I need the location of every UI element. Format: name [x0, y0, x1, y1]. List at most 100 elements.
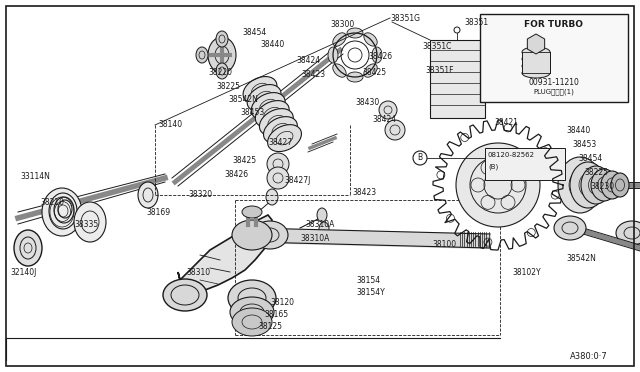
Text: 38425: 38425: [232, 156, 256, 165]
Bar: [485, 148, 565, 180]
Text: 38225: 38225: [216, 82, 240, 91]
Text: 38425: 38425: [362, 68, 386, 77]
Text: 08120-82562: 08120-82562: [488, 152, 535, 158]
Text: 38220: 38220: [208, 68, 232, 77]
Text: 38210: 38210: [40, 198, 64, 207]
Text: 38300: 38300: [330, 20, 355, 29]
Bar: [430, 40, 485, 118]
Ellipse shape: [242, 206, 262, 218]
Text: 38125: 38125: [258, 322, 282, 331]
Text: 38453: 38453: [572, 140, 596, 149]
Ellipse shape: [252, 93, 285, 119]
Text: 38426: 38426: [368, 52, 392, 61]
Ellipse shape: [372, 47, 382, 63]
Ellipse shape: [570, 162, 606, 208]
Text: 38310: 38310: [186, 268, 210, 277]
Ellipse shape: [558, 157, 602, 213]
Text: 38351C: 38351C: [422, 42, 451, 51]
Ellipse shape: [14, 230, 42, 266]
Ellipse shape: [49, 193, 77, 229]
Text: 38440: 38440: [566, 126, 590, 135]
Ellipse shape: [255, 100, 289, 128]
Text: 38320: 38320: [188, 190, 212, 199]
Text: 38423: 38423: [352, 188, 376, 197]
Text: 38154: 38154: [356, 276, 380, 285]
Ellipse shape: [616, 221, 640, 245]
Ellipse shape: [163, 279, 207, 311]
Ellipse shape: [581, 166, 611, 204]
Ellipse shape: [216, 31, 228, 47]
Text: (B): (B): [488, 163, 499, 170]
Ellipse shape: [138, 182, 158, 208]
Ellipse shape: [364, 33, 377, 46]
Ellipse shape: [228, 280, 276, 316]
Text: 32140J: 32140J: [10, 268, 36, 277]
Ellipse shape: [267, 167, 289, 189]
Text: A380:0·7: A380:0·7: [570, 352, 608, 361]
Text: 38102Y: 38102Y: [512, 268, 541, 277]
Ellipse shape: [243, 225, 267, 245]
Text: 38454: 38454: [578, 154, 602, 163]
Ellipse shape: [319, 222, 329, 236]
Text: 38310A: 38310A: [305, 220, 334, 229]
Ellipse shape: [267, 153, 289, 175]
Polygon shape: [178, 215, 272, 292]
Text: FOR TURBO: FOR TURBO: [525, 20, 584, 29]
Text: 38424: 38424: [372, 115, 396, 124]
Ellipse shape: [54, 197, 74, 223]
Ellipse shape: [42, 188, 82, 236]
Ellipse shape: [385, 120, 405, 140]
Ellipse shape: [208, 37, 236, 73]
Ellipse shape: [266, 189, 278, 205]
Text: 38165: 38165: [264, 310, 288, 319]
Ellipse shape: [591, 169, 617, 201]
Text: 38427: 38427: [268, 138, 292, 147]
Ellipse shape: [347, 72, 363, 82]
Text: 38169: 38169: [146, 208, 170, 217]
Ellipse shape: [247, 84, 281, 112]
Ellipse shape: [522, 61, 550, 71]
Ellipse shape: [264, 117, 298, 144]
Text: 38140: 38140: [158, 120, 182, 129]
Text: 38542N: 38542N: [566, 254, 596, 263]
Ellipse shape: [216, 63, 228, 79]
Polygon shape: [527, 34, 545, 54]
Ellipse shape: [74, 202, 106, 242]
Text: 38100: 38100: [432, 240, 456, 249]
Text: 38453: 38453: [240, 108, 264, 117]
Ellipse shape: [333, 64, 346, 77]
Text: 38426: 38426: [224, 170, 248, 179]
Text: 38421: 38421: [494, 118, 518, 127]
Text: 38120: 38120: [270, 298, 294, 307]
Ellipse shape: [232, 308, 272, 336]
Text: 38430: 38430: [355, 98, 380, 107]
Ellipse shape: [601, 171, 623, 199]
Text: 38542N: 38542N: [228, 95, 258, 104]
Text: 38154Y: 38154Y: [356, 288, 385, 297]
Text: 38310A: 38310A: [300, 234, 330, 243]
Text: 38427J: 38427J: [284, 176, 310, 185]
Text: 38351F: 38351F: [425, 66, 454, 75]
Ellipse shape: [522, 54, 550, 64]
Ellipse shape: [347, 28, 363, 38]
Ellipse shape: [522, 68, 550, 78]
Ellipse shape: [232, 220, 272, 250]
Text: 38351: 38351: [464, 18, 488, 27]
Ellipse shape: [317, 208, 327, 222]
Ellipse shape: [522, 47, 550, 57]
Text: 38351G: 38351G: [390, 14, 420, 23]
Text: 38423: 38423: [301, 70, 325, 79]
Text: 38424: 38424: [296, 56, 320, 65]
Circle shape: [456, 143, 540, 227]
Text: 00931-11210: 00931-11210: [529, 78, 579, 87]
Ellipse shape: [230, 297, 274, 327]
Text: 38440: 38440: [260, 40, 284, 49]
Text: PLUGプラグ(1): PLUGプラグ(1): [534, 88, 575, 94]
Ellipse shape: [611, 173, 629, 197]
Text: 38225: 38225: [584, 168, 608, 177]
Ellipse shape: [243, 77, 277, 103]
Ellipse shape: [58, 200, 72, 218]
Ellipse shape: [379, 101, 397, 119]
Ellipse shape: [259, 109, 293, 135]
Ellipse shape: [364, 64, 377, 77]
